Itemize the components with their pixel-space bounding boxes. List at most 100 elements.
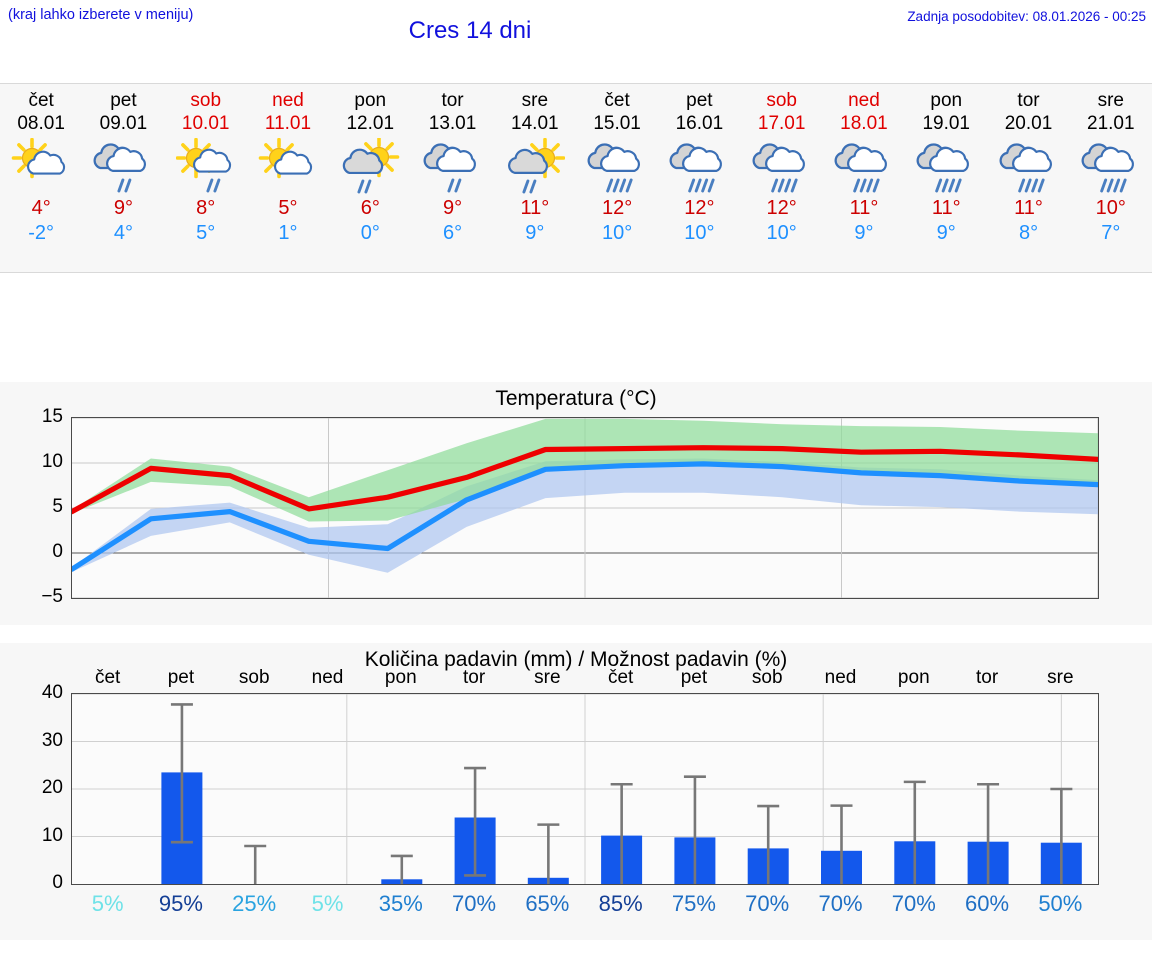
forecast-temp-min: 10° [601, 222, 633, 244]
forecast-day-card[interactable]: tor 20.01 11° 8° [987, 84, 1069, 272]
precipitation-probability-label: 25% [232, 891, 277, 916]
precipitation-x-tick-label: ned [824, 667, 857, 688]
sun-cloud-icon [258, 137, 318, 195]
forecast-day-name: sob [766, 90, 797, 111]
last-update-label: Zadnja posodobitev: 08.01.2026 - 00:25 [907, 9, 1146, 24]
forecast-day-card[interactable]: pon 12.01 6° 0° [329, 84, 411, 272]
forecast-day-card[interactable]: čet 08.01 4° -2° [0, 84, 82, 272]
precipitation-probability-label: 65% [525, 891, 570, 916]
precipitation-chart-panel: Količina padavin (mm) / Možnost padavin … [0, 643, 1152, 940]
forecast-day-card[interactable]: pon 19.01 11° 9° [905, 84, 987, 272]
forecast-day-date: 13.01 [428, 113, 477, 134]
precipitation-probability-label: 70% [452, 891, 497, 916]
forecast-day-name: čet [28, 90, 54, 111]
temperature-y-tick-label: 15 [41, 406, 63, 427]
forecast-temp-min: 9° [525, 222, 545, 244]
forecast-day-card[interactable]: ned 11.01 5° 1° [247, 84, 329, 272]
forecast-day-date: 19.01 [922, 113, 970, 134]
forecast-day-card[interactable]: sob 17.01 12° 10° [741, 84, 823, 272]
forecast-day-date: 15.01 [593, 113, 641, 134]
forecast-day-card[interactable]: sre 21.01 10° 7° [1070, 84, 1152, 272]
forecast-temp-min: 6° [442, 222, 463, 244]
forecast-temp-max: 12° [601, 197, 633, 219]
precipitation-x-tick-label: tor [462, 667, 486, 688]
forecast-day-date: 18.01 [840, 113, 888, 134]
page-title: Cres 14 dni [408, 17, 532, 44]
forecast-temp-max: 10° [1095, 197, 1126, 219]
forecast-temp-min: -2° [28, 222, 55, 244]
forecast-temp-max: 11° [1014, 197, 1043, 219]
forecast-day-card[interactable]: ned 18.01 11° 9° [823, 84, 905, 272]
forecast-day-name: tor [1017, 90, 1040, 111]
forecast-temp-max: 5° [278, 197, 298, 219]
forecast-temp-min: 9° [854, 222, 874, 244]
precipitation-x-tick-label: pon [897, 667, 930, 688]
forecast-day-card[interactable]: sre 14.01 11° 9° [494, 84, 576, 272]
cloud-sun-rain-icon [340, 137, 400, 195]
forecast-day-date: 08.01 [17, 113, 65, 134]
precipitation-probability-label: 95% [158, 891, 203, 916]
sun-cloud-rain-icon [175, 137, 236, 195]
forecast-day-card[interactable]: pet 16.01 12° 10° [658, 84, 740, 272]
forecast-temp-min: 9° [936, 222, 956, 244]
forecast-temp-max: 9° [442, 197, 463, 219]
precipitation-y-tick-label: 20 [41, 777, 63, 798]
forecast-day-name: tor [441, 90, 464, 111]
cloud-rain-light-icon [93, 137, 153, 195]
forecast-day-name: čet [604, 90, 630, 111]
forecast-temp-min: 8° [1018, 222, 1039, 244]
forecast-temp-min: 10° [766, 222, 797, 244]
cloud-rain-heavy-icon [669, 137, 729, 195]
page-header: (kraj lahko izberete v meniju) Cres 14 d… [0, 0, 1152, 58]
precipitation-probability-label: 70% [745, 891, 790, 916]
precipitation-probability-label: 50% [1038, 891, 1083, 916]
forecast-temp-max: 4° [31, 197, 51, 219]
forecast-day-card[interactable]: čet 15.01 12° 10° [576, 84, 658, 272]
forecast-day-name: pet [110, 90, 137, 111]
temperature-chart-panel: Temperatura (°C) © vreme.us & vreme.pro … [0, 382, 1152, 866]
forecast-temp-max: 11° [849, 197, 879, 219]
forecast-temp-min: 4° [113, 222, 133, 244]
temperature-y-tick-label: 0 [52, 541, 63, 562]
precipitation-probability-label: 35% [378, 891, 423, 916]
forecast-day-name: sre [521, 90, 549, 111]
forecast-day-card[interactable]: tor 13.01 9° 6° [411, 84, 493, 272]
temperature-y-tick-label: −5 [41, 586, 63, 607]
forecast-temp-max: 11° [520, 197, 550, 219]
temperature-y-tick-label: 10 [41, 451, 63, 472]
cloud-rain-heavy-icon [587, 137, 647, 195]
forecast-temp-min: 10° [684, 222, 715, 244]
forecast-temp-min: 0° [360, 222, 380, 244]
forecast-day-date: 10.01 [181, 113, 230, 134]
precipitation-probability-label: 70% [818, 891, 863, 916]
forecast-day-name: sob [190, 90, 222, 111]
precipitation-chart-title: Količina padavin (mm) / Možnost padavin … [364, 648, 788, 671]
precipitation-probability-label: 75% [671, 891, 716, 916]
cloud-rain-heavy-icon [834, 137, 894, 195]
forecast-day-date: 20.01 [1004, 113, 1053, 134]
precipitation-probability-label: 60% [965, 891, 1010, 916]
precipitation-y-tick-label: 0 [52, 872, 63, 893]
forecast-temp-min: 5° [196, 222, 216, 244]
precipitation-x-tick-label: čet [94, 667, 121, 688]
forecast-day-name: ned [848, 90, 880, 111]
precipitation-x-tick-label: čet [607, 667, 634, 688]
precipitation-x-tick-label: ned [311, 667, 344, 688]
forecast-day-date: 11.01 [264, 113, 312, 134]
forecast-day-card[interactable]: sob 10.01 8° 5° [165, 84, 247, 272]
precipitation-x-tick-label: sob [238, 667, 270, 688]
cloud-rain-heavy-icon [999, 137, 1059, 195]
precipitation-x-tick-label: pet [167, 667, 195, 688]
precipitation-plot-area [71, 693, 1099, 885]
forecast-strip: čet 08.01 4° -2° pet 09.01 9° 4° sob 10.01 8° 5°… [0, 83, 1152, 273]
temperature-y-tick-label: 5 [52, 496, 63, 517]
cloud-rain-heavy-icon [916, 137, 976, 195]
forecast-day-name: pon [930, 90, 963, 111]
precipitation-y-tick-label: 10 [41, 824, 63, 846]
forecast-temp-min: 1° [278, 222, 298, 244]
forecast-day-date: 21.01 [1087, 113, 1135, 134]
precipitation-probability-label: 5% [91, 891, 124, 916]
sun-cloud-icon [11, 137, 71, 195]
forecast-day-card[interactable]: pet 09.01 9° 4° [82, 84, 164, 272]
precipitation-x-tick-label: pon [384, 667, 417, 688]
